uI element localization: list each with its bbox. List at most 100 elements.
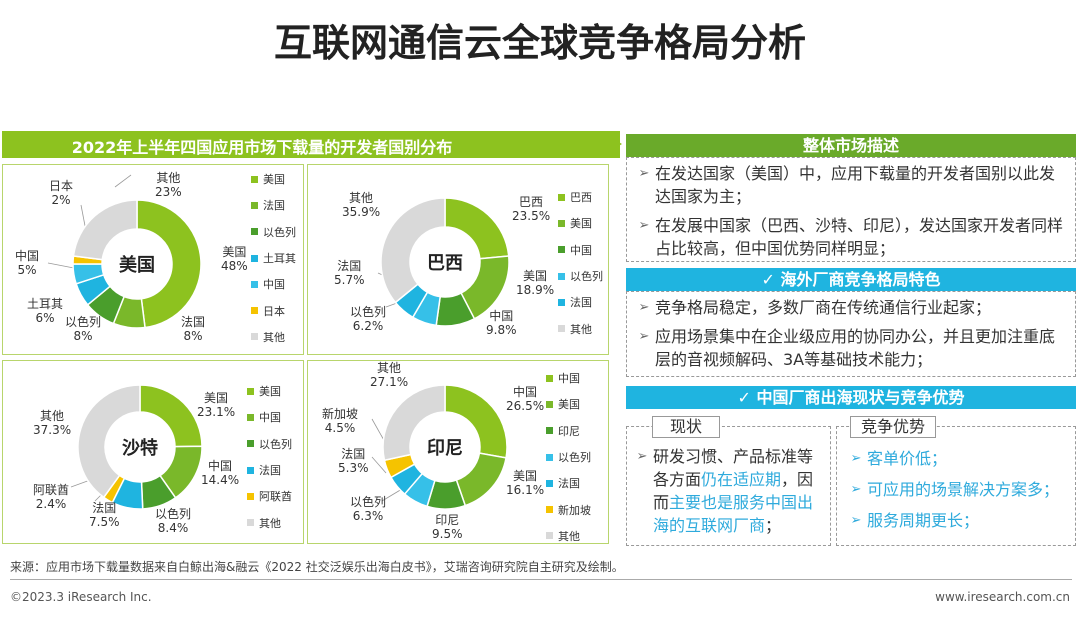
legend-swatch — [251, 280, 258, 288]
legend-label: 法国 — [259, 464, 281, 478]
slice-其他 — [382, 384, 446, 462]
chart-saudi-center-label: 沙特 — [122, 438, 158, 459]
legend-item: 以色列 — [546, 444, 591, 470]
page-title: 互联网通信云全球竞争格局分析 — [273, 21, 806, 65]
legend-swatch — [558, 272, 565, 280]
legend-swatch — [247, 413, 254, 421]
legend-item: 中国 — [247, 404, 292, 430]
label-china: 中国 26.5% — [506, 385, 545, 413]
label-indonesia: 印尼 9.5% — [432, 513, 463, 541]
legend-label: 中国 — [259, 411, 281, 425]
advantage-item: ➢ 服务周期更长； — [845, 509, 1067, 532]
overseas-item: ➢ 竞争格局稳定，多数厂商在传统通信行业起家； — [633, 296, 1069, 319]
legend-label: 以色列 — [570, 270, 603, 284]
label-china: 中国 9.8% — [486, 309, 517, 337]
legend-swatch — [247, 440, 254, 448]
label-israel: 以色列 8.4% — [155, 507, 192, 535]
label-israel: 以色列 6.3% — [350, 495, 387, 523]
legend-item: 以色列 — [251, 219, 296, 245]
chart-indonesia-center-label: 印尼 — [427, 438, 463, 459]
website-link[interactable]: www.iresearch.com.cn — [935, 590, 1070, 604]
legend-label: 中国 — [558, 372, 580, 386]
legend-item: 新加坡 — [546, 496, 591, 522]
china-header: ✓ 中国厂商出海现状与竞争优势 — [626, 386, 1076, 409]
chart-saudi-panel: 沙特 其他 37.3% 美国 23.1% 中国 14.4% 以色列 8.4% 法国 7.5… — [2, 360, 304, 544]
legend-swatch — [546, 532, 553, 540]
arrow-right-icon: ➢ — [850, 451, 862, 466]
overall-box: ➢ 在发达国家（美国）中，应用下载量的开发者国别以此发达国家为主； ➢ 在发展中国家… — [626, 157, 1076, 262]
legend-label: 土耳其 — [263, 252, 296, 266]
arrow-right-icon: ➢ — [850, 513, 862, 528]
legend-label: 其他 — [570, 322, 592, 336]
legend-label: 法国 — [263, 199, 285, 213]
legend-label: 美国 — [570, 217, 592, 231]
legend-swatch — [247, 492, 254, 500]
label-china: 中国 14.4% — [201, 459, 240, 487]
chart-brazil-center-label: 巴西 — [427, 253, 463, 274]
legend-item: 中国 — [546, 365, 591, 391]
slice-美国 — [455, 452, 507, 507]
legend-swatch — [558, 246, 565, 254]
legend-item: 美国 — [546, 391, 591, 417]
chart-usa-donut — [72, 199, 202, 329]
legend-item: 印尼 — [546, 418, 591, 444]
legend-label: 新加坡 — [558, 503, 591, 517]
legend-label: 巴西 — [570, 191, 592, 205]
legend-swatch — [251, 333, 258, 341]
chart-usa-center-label: 美国 — [119, 255, 155, 276]
legend-item: 巴西 — [558, 184, 603, 210]
legend-swatch — [546, 427, 553, 435]
chart-saudi-legend: 美国 中国 以色列 法国 阿联酋 其他 — [247, 378, 292, 536]
legend-swatch — [247, 387, 254, 395]
legend-swatch — [546, 374, 553, 382]
slice-其他 — [72, 199, 138, 261]
legend-item: 美国 — [251, 166, 296, 192]
legend-label: 美国 — [558, 398, 580, 412]
chart-brazil-panel: 巴西 其他 35.9% 巴西 23.5% 美国 18.9% 中国 9.8% 以色列 6.2… — [307, 164, 609, 355]
label-brazil: 巴西 23.5% — [512, 195, 551, 223]
overall-item: ➢ 在发达国家（美国）中，应用下载量的开发者国别以此发达国家为主； — [633, 162, 1069, 208]
legend-label: 其他 — [558, 529, 580, 543]
legend-swatch — [546, 479, 553, 487]
chart-brazil-legend: 巴西 美国 中国 以色列 法国 其他 — [558, 184, 603, 342]
legend-swatch — [251, 228, 258, 236]
chart-brazil-donut — [380, 197, 510, 327]
legend-swatch — [247, 466, 254, 474]
legend-item: 日本 — [251, 297, 296, 323]
label-other: 其他 35.9% — [342, 191, 381, 219]
legend-label: 法国 — [558, 477, 580, 491]
legend-swatch — [251, 201, 258, 209]
chart-usa-panel: 美国 其他 23% 日本 2% 中国 5% 土耳其 6% 以色列 8% 法国 8% 美国 48… — [2, 164, 304, 355]
legend-item: 其他 — [558, 315, 603, 341]
arrow-right-icon: ➢ — [638, 300, 650, 315]
legend-item: 法国 — [546, 470, 591, 496]
legend-label: 美国 — [259, 385, 281, 399]
advantage-item: ➢ 可应用的场景解决方案多； — [845, 478, 1067, 501]
copyright: ©2023.3 iResearch Inc. — [10, 590, 152, 604]
arrow-right-icon: ➢ — [850, 482, 862, 497]
legend-item: 以色列 — [558, 263, 603, 289]
label-usa: 美国 23.1% — [197, 391, 236, 419]
arrow-right-icon: ➢ — [636, 449, 648, 464]
overall-item: ➢ 在发展中国家（巴西、沙特、印尼），发达国家开发者同样占比较高，但中国优势同样明… — [633, 214, 1069, 260]
label-israel: 以色列 6.2% — [350, 305, 387, 333]
legend-swatch — [251, 254, 258, 262]
legend-swatch — [558, 219, 565, 227]
legend-label: 以色列 — [558, 451, 591, 465]
legend-swatch — [546, 400, 553, 408]
label-other: 其他 23% — [155, 171, 182, 199]
connector-line — [515, 143, 620, 145]
legend-item: 中国 — [251, 271, 296, 297]
legend-item: 法国 — [251, 192, 296, 218]
label-other: 其他 27.1% — [370, 361, 409, 389]
legend-label: 其他 — [259, 516, 281, 530]
legend-item: 其他 — [251, 324, 296, 350]
legend-item: 法国 — [247, 457, 292, 483]
arrow-right-icon: ➢ — [638, 329, 650, 344]
legend-swatch — [251, 307, 258, 315]
chart-saudi-donut — [77, 384, 203, 510]
overseas-item: ➢ 应用场景集中在企业级应用的协同办公，并且更加注重底层的音视频解码、3A等基础技… — [633, 325, 1069, 371]
arrow-right-icon: ➢ — [638, 218, 650, 233]
china-status-item: ➢ 研发习惯、产品标准等各方面仍在适应期，因而主要也是服务中国出海的互联网厂商； — [631, 445, 826, 537]
label-usa: 美国 48% — [221, 245, 248, 273]
